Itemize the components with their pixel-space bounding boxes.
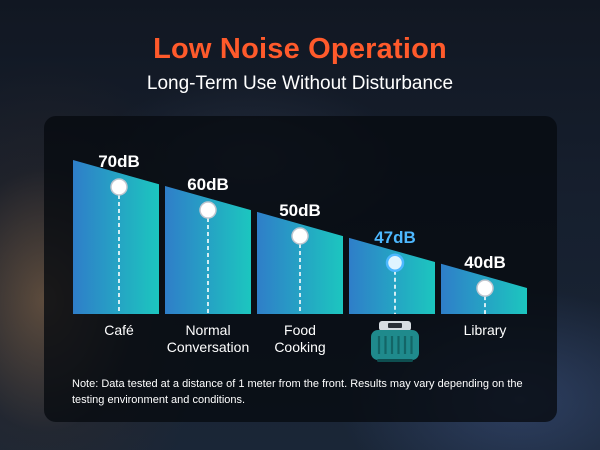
category-label: Conversation: [167, 339, 250, 355]
area-segment: [349, 237, 435, 314]
data-point: [476, 279, 494, 297]
value-label: 70dB: [98, 152, 140, 171]
data-point: [199, 201, 217, 219]
area-segment: [73, 160, 159, 314]
page-title: Low Noise Operation: [153, 33, 447, 65]
data-point: [291, 227, 309, 245]
category-label: Normal: [185, 322, 230, 338]
area-segment: [257, 211, 343, 314]
category-label: Library: [464, 322, 507, 338]
value-label: 50dB: [279, 201, 321, 220]
value-label: 60dB: [187, 175, 229, 194]
data-point: [110, 178, 128, 196]
category-label: Food: [284, 322, 316, 338]
device-icon: [371, 321, 419, 362]
data-point: [385, 253, 405, 273]
footnote: Note: Data tested at a distance of 1 met…: [72, 378, 523, 406]
value-label: 47dB: [374, 228, 416, 247]
category-label: Café: [104, 322, 134, 338]
category-label: Cooking: [274, 339, 325, 355]
page-subtitle: Long-Term Use Without Disturbance: [146, 73, 454, 94]
value-label: 40dB: [464, 253, 506, 272]
